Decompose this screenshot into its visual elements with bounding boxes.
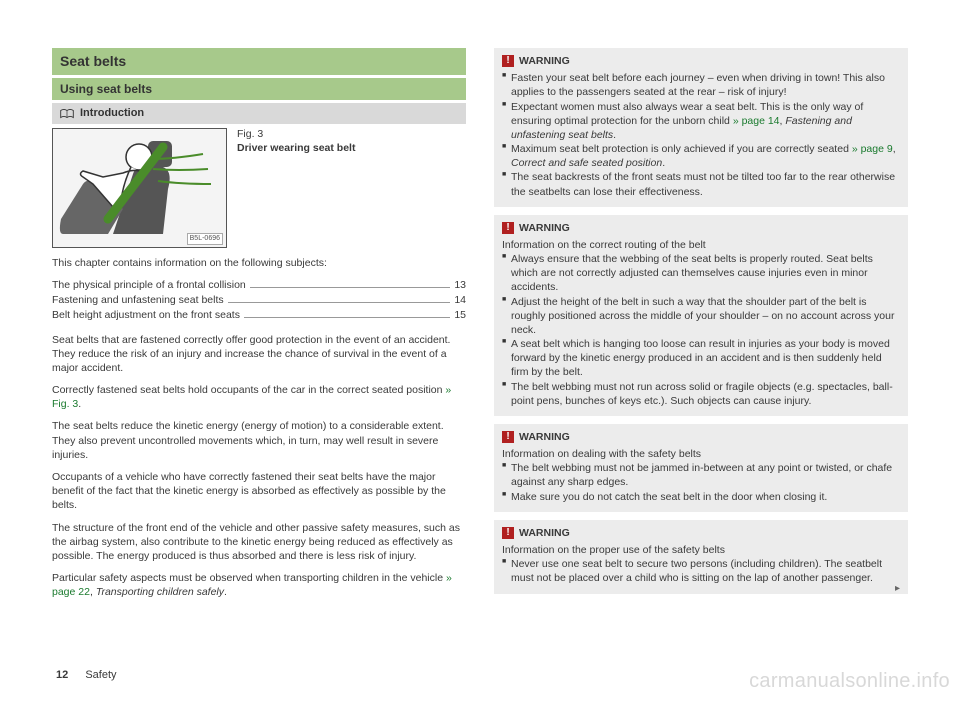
warning-title: WARNING xyxy=(519,221,570,235)
body-para: The seat belts reduce the kinetic energy… xyxy=(52,419,466,462)
text: Particular safety aspects must be observ… xyxy=(52,572,446,584)
body-para: Seat belts that are fastened correctly o… xyxy=(52,333,466,376)
warning-item: Maximum seat belt protection is only ach… xyxy=(502,142,900,170)
toc-page: 15 xyxy=(454,308,466,322)
text: . xyxy=(613,129,616,141)
warning-item: Never use one seat belt to secure two pe… xyxy=(502,557,900,585)
toc-intro: This chapter contains information on the… xyxy=(52,256,466,270)
figure-image: B5L-0696 xyxy=(52,128,227,248)
toc-label: Belt height adjustment on the front seat… xyxy=(52,308,240,322)
toc-leader xyxy=(250,287,451,288)
intro-bar: Introduction xyxy=(52,103,466,124)
section-title: Using seat belts xyxy=(52,78,466,100)
figure-caption: Fig. 3 Driver wearing seat belt xyxy=(237,128,355,155)
italic-ref: Correct and safe seated position xyxy=(511,157,662,169)
warning-item: Always ensure that the webbing of the se… xyxy=(502,252,900,295)
toc-page: 13 xyxy=(454,278,466,292)
toc-leader xyxy=(228,302,451,303)
body-para: Correctly fastened seat belts hold occup… xyxy=(52,383,466,411)
footer-section: Safety xyxy=(85,669,116,681)
right-column: ! WARNING Fasten your seat belt before e… xyxy=(494,48,908,671)
figure-number: Fig. 3 xyxy=(237,128,355,142)
warning-title: WARNING xyxy=(519,54,570,68)
toc-label: Fastening and unfastening seat belts xyxy=(52,293,224,307)
toc-page: 14 xyxy=(454,293,466,307)
page-footer: 12 Safety xyxy=(56,668,117,683)
page-link[interactable]: » page 9 xyxy=(852,143,893,155)
body-para: Particular safety aspects must be observ… xyxy=(52,571,466,599)
warning-item: The seat backrests of the front seats mu… xyxy=(502,170,900,198)
text: Correctly fastened seat belts hold occup… xyxy=(52,384,445,396)
warning-item: Fasten your seat belt before each journe… xyxy=(502,71,900,99)
chapter-title: Seat belts xyxy=(52,48,466,75)
text: , xyxy=(893,143,896,155)
warning-box: ! WARNING Information on the proper use … xyxy=(494,520,908,594)
warning-lead: Information on the correct routing of th… xyxy=(502,238,900,252)
left-column: Seat belts Using seat belts Introduction xyxy=(52,48,466,671)
warning-item: A seat belt which is hanging too loose c… xyxy=(502,337,900,380)
text: . xyxy=(78,398,81,410)
toc-row: Belt height adjustment on the front seat… xyxy=(52,308,466,322)
warning-box: ! WARNING Information on the correct rou… xyxy=(494,215,908,416)
warning-item: Expectant women must also always wear a … xyxy=(502,100,900,143)
figure-title: Driver wearing seat belt xyxy=(237,142,355,154)
toc-row: Fastening and unfastening seat belts 14 xyxy=(52,293,466,307)
body-para: The structure of the front end of the ve… xyxy=(52,521,466,564)
warning-item: Make sure you do not catch the seat belt… xyxy=(502,490,900,504)
warning-item: The belt webbing must not run across sol… xyxy=(502,380,900,408)
body-para: Occupants of a vehicle who have correctl… xyxy=(52,470,466,513)
warning-item: Adjust the height of the belt in such a … xyxy=(502,295,900,338)
warning-icon: ! xyxy=(502,55,514,67)
text: . xyxy=(662,157,665,169)
page-link[interactable]: » page 14 xyxy=(733,115,780,127)
italic-ref: Transporting children safely xyxy=(96,586,224,598)
figure-code: B5L-0696 xyxy=(187,233,223,244)
text: Maximum seat belt protection is only ach… xyxy=(511,143,852,155)
page-number: 12 xyxy=(56,669,68,681)
text: . xyxy=(224,586,227,598)
toc-label: The physical principle of a frontal coll… xyxy=(52,278,246,292)
warning-title: WARNING xyxy=(519,430,570,444)
toc-leader xyxy=(244,317,450,318)
warning-title: WARNING xyxy=(519,526,570,540)
intro-label: Introduction xyxy=(80,106,144,121)
warning-icon: ! xyxy=(502,222,514,234)
warning-lead: Information on dealing with the safety b… xyxy=(502,447,900,461)
book-icon xyxy=(60,109,74,119)
warning-lead: Information on the proper use of the saf… xyxy=(502,543,900,557)
warning-box: ! WARNING Fasten your seat belt before e… xyxy=(494,48,908,207)
toc: The physical principle of a frontal coll… xyxy=(52,278,466,323)
warning-icon: ! xyxy=(502,527,514,539)
toc-row: The physical principle of a frontal coll… xyxy=(52,278,466,292)
warning-icon: ! xyxy=(502,431,514,443)
warning-box: ! WARNING Information on dealing with th… xyxy=(494,424,908,512)
warning-item: The belt webbing must not be jammed in-b… xyxy=(502,461,900,489)
